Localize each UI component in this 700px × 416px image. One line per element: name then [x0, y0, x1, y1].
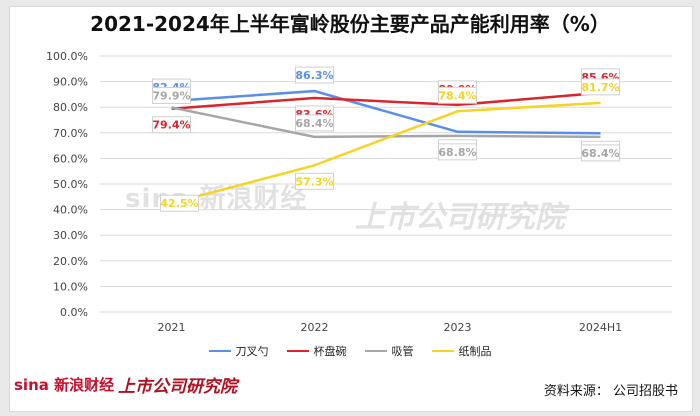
- x-tick-label: 2023: [444, 321, 472, 334]
- legend-swatch: [286, 350, 309, 352]
- series-line-3: [171, 101, 601, 205]
- data-label-text: 68.8%: [438, 146, 476, 159]
- legend-swatch: [431, 350, 454, 352]
- legend-swatch: [208, 350, 231, 352]
- chart-title: 2021-2024年上半年富岭股份主要产品产能利用率（%）: [90, 12, 610, 36]
- legend-item-0: 刀叉勺: [208, 343, 269, 359]
- data-label-text: 78.4%: [438, 89, 476, 102]
- watermark-institute: 上市公司研究院: [355, 200, 565, 235]
- data-label-box: [438, 143, 477, 161]
- legend-item-3: 纸制品: [431, 343, 492, 359]
- footer-brand-logo: sina 新浪财经: [14, 376, 115, 394]
- x-axis-ticks: 2021 2022 2023 2024H1: [158, 321, 623, 334]
- data-label-box: [295, 172, 334, 190]
- data-label-text: 79.4%: [152, 119, 190, 132]
- data-label: 79.9%: [152, 86, 191, 104]
- y-axis-ticks: 0.0% 10.0% 20.0% 30.0% 40.0% 50.0% 60.0% 70.0% 8…: [46, 50, 88, 319]
- data-label-text: 68.4%: [581, 147, 619, 160]
- data-label-text: 79.9%: [152, 89, 190, 102]
- x-tick-label: 2024H1: [579, 321, 622, 334]
- legend-item-1: 杯盘碗: [286, 343, 347, 359]
- data-label: 42.5%: [160, 194, 199, 212]
- series-lines: [171, 89, 601, 205]
- y-tick-label: 40.0%: [53, 204, 88, 217]
- legend: 刀叉勺 杯盘碗 吸管 纸制品: [0, 343, 700, 359]
- y-tick-label: 10.0%: [53, 280, 88, 293]
- source-note: 资料来源： 公司招股书: [543, 384, 678, 399]
- chart-frame: [9, 6, 693, 412]
- data-labels: 82.4%86.3%70.4%69.8%79.4%83.6%80.9%85.6%…: [152, 66, 620, 212]
- data-label-box: [438, 86, 477, 104]
- data-label: 86.3%: [295, 66, 334, 84]
- y-tick-label: 70.0%: [53, 127, 88, 140]
- y-tick-label: 100.0%: [46, 50, 88, 63]
- y-tick-label: 90.0%: [53, 76, 88, 89]
- series-line-2: [171, 106, 601, 139]
- legend-label: 刀叉勺: [235, 345, 269, 358]
- series-line-1: [171, 91, 601, 110]
- data-label-box: [295, 66, 334, 84]
- legend-swatch: [364, 350, 387, 352]
- legend-label: 杯盘碗: [313, 345, 347, 358]
- x-tick-label: 2022: [301, 321, 329, 334]
- data-label-box: [581, 78, 620, 96]
- data-label-box: [581, 144, 620, 162]
- y-tick-label: 80.0%: [53, 101, 88, 114]
- y-tick-label: 50.0%: [53, 178, 88, 191]
- y-tick-label: 30.0%: [53, 229, 88, 242]
- data-label-box: [295, 114, 334, 132]
- watermark-brand: sina 新浪财经: [125, 184, 308, 214]
- data-label: 57.3%: [295, 172, 334, 190]
- y-tick-label: 0.0%: [60, 306, 88, 319]
- legend-label: 吸管: [391, 345, 414, 358]
- data-label: 81.7%: [581, 78, 620, 96]
- data-label: 68.8%: [438, 143, 477, 161]
- data-label-box: [160, 194, 199, 212]
- series-line-0: [171, 89, 601, 135]
- y-tick-label: 20.0%: [53, 255, 88, 268]
- data-label: 68.4%: [295, 114, 334, 132]
- data-label-box: [152, 86, 191, 104]
- x-tick-label: 2021: [158, 321, 186, 334]
- data-label-text: 68.4%: [295, 117, 333, 130]
- data-label-text: 81.7%: [581, 81, 619, 94]
- legend-label: 纸制品: [458, 345, 492, 358]
- y-tick-label: 60.0%: [53, 152, 88, 165]
- data-label: 78.4%: [438, 86, 477, 104]
- legend-item-2: 吸管: [364, 343, 414, 359]
- data-label: 68.4%: [581, 144, 620, 162]
- data-label-text: 86.3%: [295, 69, 333, 82]
- data-label-text: 42.5%: [160, 197, 198, 210]
- data-label-text: 57.3%: [295, 175, 333, 188]
- data-label-box: [152, 116, 191, 134]
- data-label: 79.4%: [152, 116, 191, 134]
- footer-institute-logo: 上市公司研究院: [118, 377, 237, 397]
